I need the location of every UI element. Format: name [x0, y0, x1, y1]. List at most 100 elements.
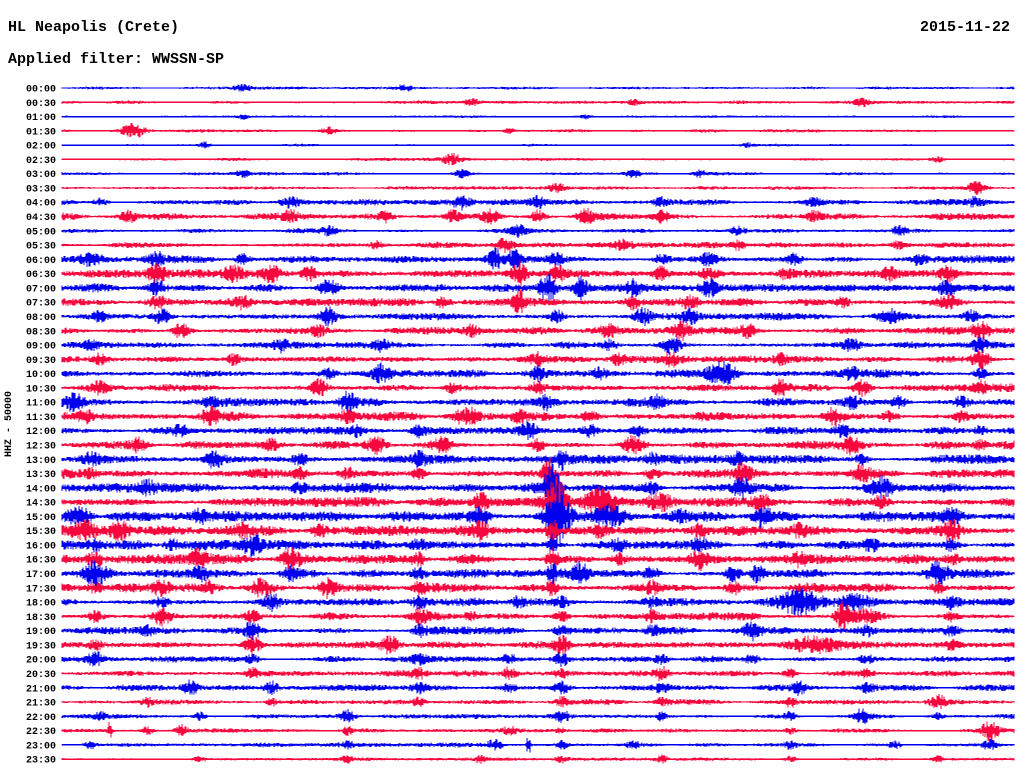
row-time-label: 01:00 [26, 113, 56, 124]
row-time-label: 07:30 [26, 299, 56, 310]
seismogram-trace [61, 337, 1015, 355]
row-time-label: 13:00 [26, 456, 56, 467]
seismogram-trace [61, 122, 1015, 138]
seismogram-trace [61, 273, 1015, 303]
seismogram-trace [61, 224, 1015, 238]
row-time-label: 00:00 [26, 85, 56, 96]
row-time-label: 02:00 [26, 142, 56, 153]
seismogram-trace [61, 289, 1015, 314]
seismogram-trace [61, 360, 1015, 385]
row-time-label: 17:30 [26, 584, 56, 595]
seismogram-trace [61, 208, 1015, 225]
row-time-label: 09:30 [26, 356, 56, 367]
seismogram-trace [61, 97, 1015, 107]
row-time-label: 08:30 [26, 327, 56, 338]
row-time-label: 16:00 [26, 542, 56, 553]
seismogram-trace [61, 547, 1015, 571]
row-time-label: 23:30 [26, 756, 56, 767]
row-time-label: 05:30 [26, 242, 56, 253]
row-time-label: 15:00 [26, 513, 56, 524]
seismogram-trace [61, 153, 1015, 165]
row-time-label: 18:00 [26, 599, 56, 610]
row-time-label: 05:00 [26, 227, 56, 238]
row-time-label: 02:30 [26, 156, 56, 167]
seismogram-trace [61, 475, 1015, 526]
seismogram-trace [61, 560, 1015, 588]
seismogram-trace [61, 84, 1015, 92]
row-time-label: 06:00 [26, 256, 56, 267]
seismogram-trace [61, 694, 1015, 710]
row-time-label: 21:30 [26, 699, 56, 710]
row-time-label: 20:00 [26, 656, 56, 667]
seismogram-trace [61, 141, 1015, 149]
row-time-label: 07:00 [26, 284, 56, 295]
row-time-label: 03:30 [26, 185, 56, 196]
seismogram-trace [61, 737, 1015, 753]
station-title: HL Neapolis (Crete) [8, 19, 180, 36]
seismogram-trace [61, 195, 1015, 211]
seismogram-trace [61, 405, 1015, 427]
seismogram-trace [61, 457, 1015, 490]
seismogram-trace [61, 457, 1015, 517]
row-time-label: 09:00 [26, 342, 56, 353]
seismogram-trace [61, 320, 1015, 342]
seismogram-trace [61, 181, 1015, 195]
scale-label: HHZ - 50000 [4, 391, 15, 457]
header-row: HL Neapolis (Crete) 2015-11-22 [8, 19, 1010, 36]
row-time-label: 20:30 [26, 670, 56, 681]
seismogram-trace [61, 635, 1015, 655]
traces-layer [61, 84, 1015, 765]
seismogram-trace [61, 601, 1015, 631]
seismogram-trace [61, 533, 1015, 558]
row-time-label: 10:00 [26, 370, 56, 381]
seismogram-trace [61, 484, 1015, 547]
seismogram-trace [61, 114, 1015, 120]
row-time-label: 08:00 [26, 313, 56, 324]
row-time-label: 21:00 [26, 684, 56, 695]
row-time-label: 14:00 [26, 484, 56, 495]
seismogram-trace [61, 169, 1015, 179]
row-time-label: 10:30 [26, 384, 56, 395]
seismogram-trace [61, 260, 1015, 287]
row-time-label: 17:00 [26, 570, 56, 581]
seismogram-trace [61, 621, 1015, 642]
row-time-label: 15:30 [26, 527, 56, 538]
seismogram-trace [61, 721, 1015, 742]
row-time-label: 14:30 [26, 499, 56, 510]
row-time-label: 11:30 [26, 413, 56, 424]
seismogram-trace [61, 519, 1015, 543]
row-time-label: 01:30 [26, 127, 56, 138]
row-time-label: 22:30 [26, 727, 56, 738]
seismogram-trace [61, 378, 1015, 397]
time-axis-labels: 00:00 00:30 01:00 01:30 02:00 02:30 03:00 03:30… [26, 85, 56, 767]
seismogram-trace [61, 450, 1015, 472]
row-time-label: 12:30 [26, 442, 56, 453]
row-time-label: 13:30 [26, 470, 56, 481]
row-time-label: 04:00 [26, 199, 56, 210]
seismogram-trace [61, 588, 1015, 617]
row-time-label: 19:00 [26, 627, 56, 638]
row-time-label: 23:00 [26, 741, 56, 752]
seismogram-trace [61, 349, 1015, 370]
filter-label: Applied filter: WWSSN-SP [8, 51, 225, 68]
seismogram-trace [61, 390, 1015, 414]
row-time-label: 22:00 [26, 713, 56, 724]
seismogram-trace [61, 434, 1015, 456]
date-label: 2015-11-22 [919, 19, 1010, 36]
row-time-label: 06:30 [26, 270, 56, 281]
row-time-label: 11:00 [26, 399, 56, 410]
seismogram-trace [61, 247, 1015, 270]
seismogram-trace [61, 576, 1015, 599]
row-time-label: 16:30 [26, 556, 56, 567]
seismogram-trace [61, 754, 1015, 765]
seismogram-trace [61, 708, 1015, 724]
row-time-label: 12:00 [26, 427, 56, 438]
seismogram-trace [61, 421, 1015, 440]
seismogram-trace [61, 306, 1015, 327]
row-time-label: 18:30 [26, 613, 56, 624]
seismogram-trace [61, 666, 1015, 681]
seismogram-trace [61, 679, 1015, 696]
row-time-label: 19:30 [26, 641, 56, 652]
